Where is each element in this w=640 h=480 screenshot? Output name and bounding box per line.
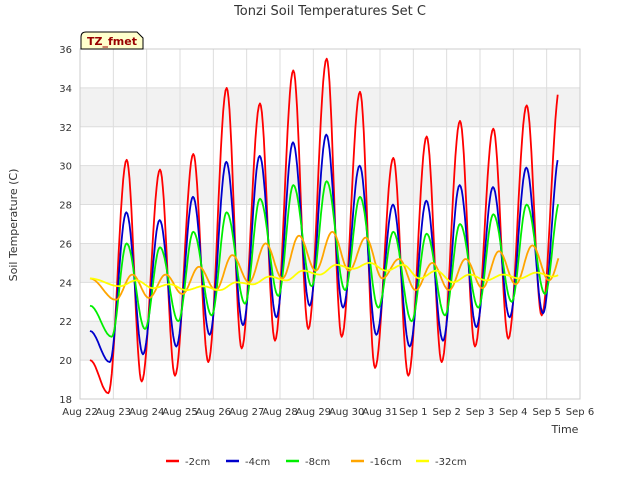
badge-shape — [80, 31, 144, 50]
legend-label: -2cm — [185, 457, 210, 468]
site-badge: TZ_fmet — [80, 31, 144, 50]
y-axis-label: Soil Temperature (C) — [7, 169, 20, 282]
x-tick-label: Sep 2 — [432, 407, 460, 418]
series-line — [89, 180, 559, 338]
y-tick-label: 20 — [59, 356, 72, 367]
y-tick-label: 18 — [59, 395, 72, 406]
y-tick-label: 36 — [59, 45, 72, 56]
y-tick-label: 26 — [59, 239, 72, 250]
y-tick-labels: 18 20 22 24 26 28 30 32 34 36 — [59, 45, 72, 406]
legend-item: -32cm — [416, 457, 467, 468]
x-tick-label: Aug 24 — [129, 407, 164, 418]
x-tick-label: Aug 31 — [362, 407, 397, 418]
legend-item: -2cm — [166, 457, 210, 468]
x-tick-label: Aug 30 — [329, 407, 364, 418]
x-tick-label: Aug 26 — [196, 407, 231, 418]
y-tick-label: 30 — [59, 162, 72, 173]
series-lines — [89, 57, 560, 395]
x-tick-label: Aug 22 — [62, 407, 97, 418]
legend-item: -16cm — [351, 457, 402, 468]
x-tick-label: Aug 23 — [96, 407, 131, 418]
y-tick-label: 28 — [59, 201, 72, 212]
legend: -2cm -4cm -8cm -16cm -32cm — [166, 457, 467, 468]
y-tick-label: 32 — [59, 123, 72, 134]
y-tick-label: 34 — [59, 84, 72, 95]
legend-label: -8cm — [305, 457, 330, 468]
x-tick-label: Aug 25 — [162, 407, 197, 418]
legend-item: -8cm — [286, 457, 330, 468]
x-axis-label: Time — [551, 423, 579, 436]
x-tick-label: Sep 5 — [532, 407, 560, 418]
series-line — [89, 230, 560, 301]
x-tick-label: Sep 1 — [399, 407, 427, 418]
legend-item: -4cm — [226, 457, 270, 468]
grid-band — [80, 321, 580, 361]
x-tick-label: Sep 3 — [466, 407, 494, 418]
legend-label: -32cm — [435, 457, 467, 468]
x-tick-label: Sep 4 — [499, 407, 527, 418]
legend-label: -4cm — [245, 457, 270, 468]
chart-title: Tonzi Soil Temperatures Set C — [233, 4, 426, 19]
x-tick-label: Aug 27 — [229, 407, 264, 418]
y-tick-label: 22 — [59, 317, 72, 328]
series-line — [89, 262, 559, 291]
x-tick-label: Aug 28 — [262, 407, 297, 418]
x-tick-label: Sep 6 — [566, 407, 594, 418]
plot-frame — [79, 48, 581, 400]
x-tick-label: Aug 29 — [296, 407, 331, 418]
legend-label: -16cm — [370, 457, 402, 468]
badge-label: TZ_fmet — [87, 35, 137, 48]
y-tick-label: 24 — [59, 278, 72, 289]
